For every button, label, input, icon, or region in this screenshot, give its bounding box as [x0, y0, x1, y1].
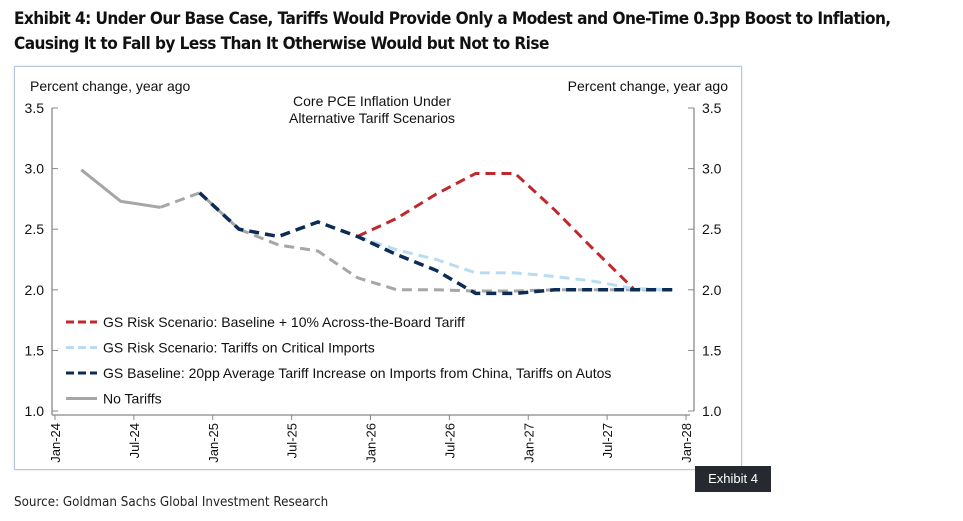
exhibit-title: Exhibit 4: Under Our Base Case, Tariffs …	[14, 6, 963, 56]
x-tick-label: Jan-25	[206, 423, 221, 463]
left-y-tick-label: 2.5	[25, 221, 45, 237]
right-y-tick-label: 3.5	[702, 100, 722, 116]
x-tick-label: Jul-25	[285, 423, 300, 458]
left-y-tick-label: 2.0	[25, 282, 45, 298]
legend-label: GS Risk Scenario: Tariffs on Critical Im…	[103, 340, 375, 356]
chart-title-line-2: Alternative Tariff Scenarios	[289, 110, 455, 126]
exhibit-badge: Exhibit 4	[695, 466, 771, 492]
title-line-1: Exhibit 4: Under Our Base Case, Tariffs …	[14, 9, 891, 28]
right-y-tick-label: 3.0	[702, 161, 722, 177]
x-tick-label: Jan-28	[679, 423, 694, 463]
right-y-tick-label: 1.5	[702, 342, 722, 358]
right-y-tick-label: 2.5	[702, 221, 722, 237]
legend-label: No Tariffs	[103, 391, 162, 407]
right-y-tick-label: 2.0	[702, 282, 722, 298]
x-tick-label: Jan-24	[48, 423, 63, 463]
chart-title-line-1: Core PCE Inflation Under	[293, 93, 451, 109]
x-tick-label: Jul-27	[600, 423, 615, 458]
right-y-tick-label: 1.0	[702, 403, 722, 419]
x-tick-label: Jul-24	[127, 423, 142, 458]
x-tick-label: Jan-27	[521, 423, 536, 463]
series-line-0	[356, 171, 635, 290]
legend-label: GS Risk Scenario: Baseline + 10% Across-…	[103, 314, 465, 330]
left-y-tick-label: 3.0	[25, 161, 45, 177]
x-tick-label: Jan-26	[364, 423, 379, 463]
chart-frame	[14, 66, 742, 470]
x-tick-label: Jul-26	[442, 423, 457, 458]
left-axis-label: Percent change, year ago	[30, 78, 191, 94]
right-axis-label: Percent change, year ago	[568, 78, 729, 94]
left-y-tick-label: 1.0	[25, 403, 45, 419]
legend-label: GS Baseline: 20pp Average Tariff Increas…	[103, 365, 611, 381]
title-line-2: Causing It to Fall by Less Than It Other…	[14, 34, 549, 53]
left-y-tick-label: 3.5	[25, 100, 45, 116]
source-note: Source: Goldman Sachs Global Investment …	[14, 495, 329, 510]
series-line-no-tariffs-actual	[80, 168, 161, 209]
left-y-tick-label: 1.5	[25, 342, 45, 358]
